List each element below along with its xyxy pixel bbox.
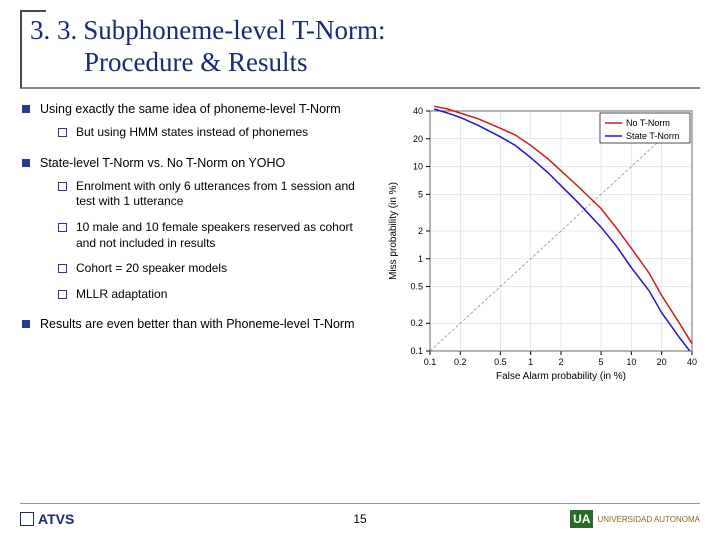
right-logo: UA UNIVERSIDAD AUTONOMA [570, 510, 700, 528]
text-column: Using exactly the same idea of phoneme-l… [20, 101, 374, 396]
svg-text:0.1: 0.1 [423, 357, 436, 367]
svg-text:5: 5 [418, 189, 423, 199]
sub-bullet-item: But using HMM states instead of phonemes [58, 125, 374, 141]
bullet-text: Using exactly the same idea of phoneme-l… [40, 102, 341, 116]
footer: ATVS 15 UA UNIVERSIDAD AUTONOMA [20, 503, 700, 528]
bullet-item: Using exactly the same idea of phoneme-l… [20, 101, 374, 141]
bullet-text: State-level T-Norm vs. No T-Norm on YOHO [40, 156, 285, 170]
svg-text:0.2: 0.2 [454, 357, 467, 367]
title-block: 3. 3.Subphoneme-level T-Norm: Procedure … [20, 10, 700, 89]
svg-text:10: 10 [626, 357, 636, 367]
sub-bullet-item: MLLR adaptation [58, 287, 374, 303]
bullet-text: Results are even better than with Phonem… [40, 317, 355, 331]
svg-text:5: 5 [598, 357, 603, 367]
chart-column: 0.1 0.2 0.5 1 2 5 10 20 40 0.1 0.2 0.5 1 2 5 10 20 40 Fals… [382, 101, 702, 396]
svg-text:0.2: 0.2 [410, 318, 423, 328]
svg-text:40: 40 [687, 357, 697, 367]
svg-text:20: 20 [413, 134, 423, 144]
logo-left-text: ATVS [38, 511, 74, 527]
svg-text:40: 40 [413, 106, 423, 116]
svg-text:1: 1 [528, 357, 533, 367]
logo-square-icon [20, 512, 34, 526]
bullet-item: Results are even better than with Phonem… [20, 316, 374, 332]
svg-text:20: 20 [656, 357, 666, 367]
title-number: 3. 3. [30, 15, 77, 45]
title-line2: Procedure & Results [84, 47, 307, 77]
page-number: 15 [353, 512, 366, 526]
left-logo: ATVS [20, 511, 74, 527]
svg-text:0.5: 0.5 [494, 357, 507, 367]
bullet-list: Using exactly the same idea of phoneme-l… [20, 101, 374, 333]
svg-text:0.1: 0.1 [410, 346, 423, 356]
svg-text:State T-Norm: State T-Norm [626, 131, 679, 141]
slide-title: 3. 3.Subphoneme-level T-Norm: Procedure … [26, 14, 700, 79]
det-chart: 0.1 0.2 0.5 1 2 5 10 20 40 0.1 0.2 0.5 1 2 5 10 20 40 Fals… [382, 101, 702, 391]
svg-text:False Alarm probability (in %): False Alarm probability (in %) [496, 371, 626, 382]
svg-text:2: 2 [558, 357, 563, 367]
bullet-item: State-level T-Norm vs. No T-Norm on YOHO… [20, 155, 374, 303]
sub-bullet-item: Enrolment with only 6 utterances from 1 … [58, 179, 374, 210]
svg-text:1: 1 [418, 254, 423, 264]
svg-text:10: 10 [413, 161, 423, 171]
svg-text:2: 2 [418, 226, 423, 236]
sub-bullet-item: Cohort = 20 speaker models [58, 261, 374, 277]
svg-text:Miss probability (in %): Miss probability (in %) [388, 182, 399, 280]
logo-right-text: UNIVERSIDAD AUTONOMA [597, 515, 700, 524]
ua-badge: UA [570, 510, 593, 528]
svg-text:No T-Norm: No T-Norm [626, 118, 670, 128]
sub-bullet-item: 10 male and 10 female speakers reserved … [58, 220, 374, 251]
title-line1: Subphoneme-level T-Norm: [83, 15, 385, 45]
svg-text:0.5: 0.5 [410, 281, 423, 291]
